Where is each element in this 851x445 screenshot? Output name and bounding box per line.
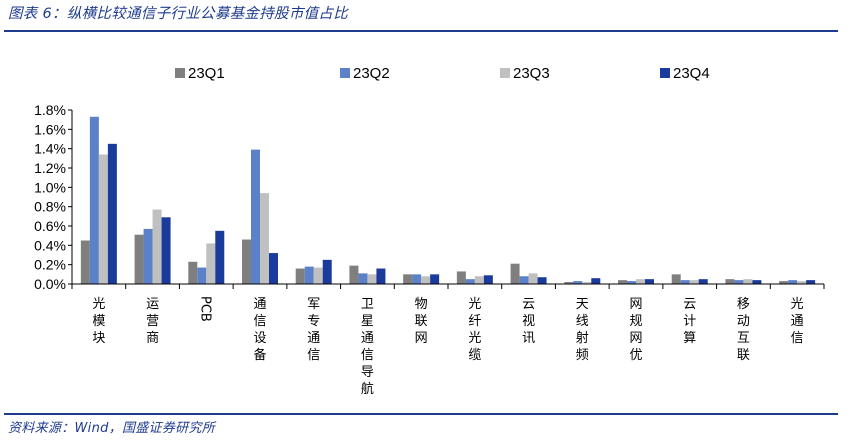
bar-23q4 [322,259,332,284]
bars [80,116,816,285]
x-tick-label: 网规网优 [629,297,642,363]
x-tick-label: 光模块 [92,297,105,346]
y-tick-label: 1.4% [34,141,66,157]
x-tick-label: 物联网 [415,297,428,346]
bar-23q3 [206,243,216,284]
bar-23q1 [242,239,251,284]
bar-23q1 [779,281,789,284]
bar-23q4 [107,143,117,284]
bar-23q1 [456,271,466,284]
title-divider [4,30,838,32]
legend: 23Q1 23Q2 23Q3 23Q4 [175,65,710,82]
bar-23q3 [636,279,645,284]
y-tick-label: 1.0% [34,179,66,195]
bar-23q2 [573,281,583,284]
y-tick-label: 1.6% [34,121,66,137]
x-tick-label: 云计算 [683,297,696,346]
bar-23q4 [752,280,762,284]
bar-23q4 [698,279,708,284]
legend-label: 23Q1 [188,65,225,82]
x-tick-label: 运营商 [146,297,159,346]
bar-23q4 [537,277,547,284]
bar-23q3 [474,276,484,284]
chart-title: 图表 6：纵横比较通信子行业公募基金持股市值占比 [8,6,349,22]
x-tick-label: 卫星通信导航 [361,297,374,397]
bar-23q4 [806,280,816,284]
legend-label: 23Q3 [513,65,550,82]
bar-23q4 [161,217,171,284]
x-tick-label: 军专通信 [307,297,320,363]
bar-23q2 [197,267,207,284]
bar-23q3 [98,154,108,284]
bar-23q4 [215,230,225,284]
bar-23q2 [788,280,798,284]
bar-23q1 [618,280,627,284]
y-tick-label: 0.2% [34,257,66,273]
bar-23q2 [412,274,422,284]
legend-swatch [175,68,185,78]
y-tick-label: 1.2% [34,160,66,176]
y-tick-label: 0.0% [34,276,66,292]
x-tick-label: 光纤光缆 [468,297,481,363]
bar-23q3 [743,279,753,284]
y-tick-label: 0.8% [34,199,66,215]
bar-23q2 [734,280,744,284]
bar-23q2 [358,273,368,284]
bar-23q1 [80,240,90,284]
bar-23q1 [188,261,198,284]
bar-23q4 [269,253,278,284]
bar-23q2 [304,266,314,284]
bar-23q4 [591,278,601,284]
x-tick-label: 光通信 [791,297,804,346]
bar-23q1 [564,282,574,284]
bar-23q3 [152,209,162,284]
bar-23q3 [367,274,377,284]
x-tick-label: PCB [197,296,212,322]
x-axis: 光模块 运营商 PCB 通信设备 军专通信 卫星通信导航 物联网 光纤光缆 云视讯 天线射频 网规网… [71,283,825,397]
bar-23q3 [689,280,699,284]
bar-23q2 [251,149,260,284]
bar-23q2 [680,280,690,284]
bar-23q2 [465,279,475,284]
legend-swatch [660,68,670,78]
y-tick-label: 1.8% [34,102,66,118]
y-tick-label: 0.4% [34,237,66,253]
bar-23q4 [376,268,386,284]
x-tick-label: 云视讯 [522,297,535,346]
legend-swatch [340,68,350,78]
bar-23q3 [797,281,807,284]
legend-label: 23Q2 [353,65,390,82]
bar-23q2 [519,276,529,284]
bar-23q1 [134,234,144,284]
source-note: 资料来源：Wind，国盛证券研究所 [8,421,216,436]
x-tick-label: 移动互联 [737,297,750,363]
bar-23q4 [483,275,493,284]
bar-23q1 [510,263,520,284]
bar-23q1 [725,279,735,284]
bar-23q3 [421,276,431,284]
bar-23q4 [430,274,440,284]
bar-23q3 [313,267,323,284]
x-tick-label: 通信设备 [253,297,266,363]
bar-23q1 [671,274,681,284]
bar-23q1 [295,268,305,284]
bar-23q3 [528,273,538,284]
bar-23q2 [627,281,636,284]
bar-23q1 [403,274,413,284]
bar-23q3 [260,193,269,284]
bar-23q1 [349,265,359,284]
bar-23q2 [89,116,99,285]
bar-23q3 [582,282,592,284]
legend-swatch [500,68,510,78]
bar-23q2 [143,228,153,284]
bar-23q4 [645,279,654,284]
y-tick-label: 0.6% [34,218,66,234]
legend-label: 23Q4 [673,65,710,82]
source-divider [4,413,838,415]
y-axis: 0.0% 0.2% 0.4% 0.6% 0.8% 1.0% 1.2% 1.4% 1.6% 1.8% [34,102,73,292]
x-tick-label: 天线射频 [576,297,589,363]
